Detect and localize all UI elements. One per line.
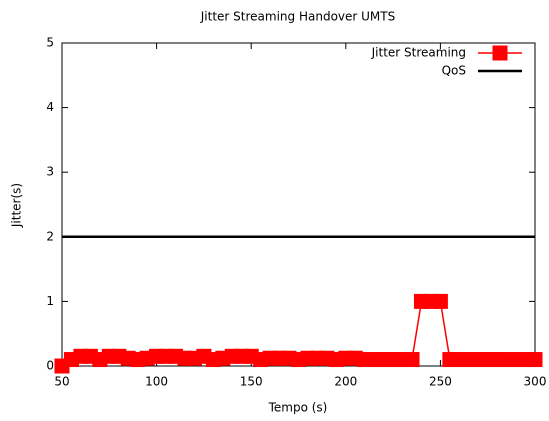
x-tick-label: 200: [334, 375, 357, 389]
legend-label: Jitter Streaming: [371, 46, 466, 60]
x-tick-label: 100: [145, 375, 168, 389]
marker: [527, 352, 543, 368]
legend-label: QoS: [442, 64, 466, 78]
y-tick-label: 5: [46, 36, 54, 50]
x-axis-label: Tempo (s): [268, 401, 328, 415]
y-tick-label: 4: [46, 100, 54, 114]
x-tick-label: 50: [54, 375, 69, 389]
x-tick-label: 250: [429, 375, 452, 389]
marker: [432, 293, 448, 309]
y-tick-label: 0: [46, 359, 54, 373]
chart-title: Jitter Streaming Handover UMTS: [200, 10, 395, 24]
x-tick-label: 150: [240, 375, 263, 389]
y-tick-label: 1: [46, 294, 54, 308]
marker: [404, 352, 420, 368]
legend-marker: [492, 45, 508, 61]
plot-frame: [61, 42, 536, 367]
x-tick-label: 300: [524, 375, 547, 389]
y-tick-label: 2: [46, 229, 54, 243]
y-axis-label: Jitter(s): [10, 183, 24, 228]
y-tick-label: 3: [46, 165, 54, 179]
